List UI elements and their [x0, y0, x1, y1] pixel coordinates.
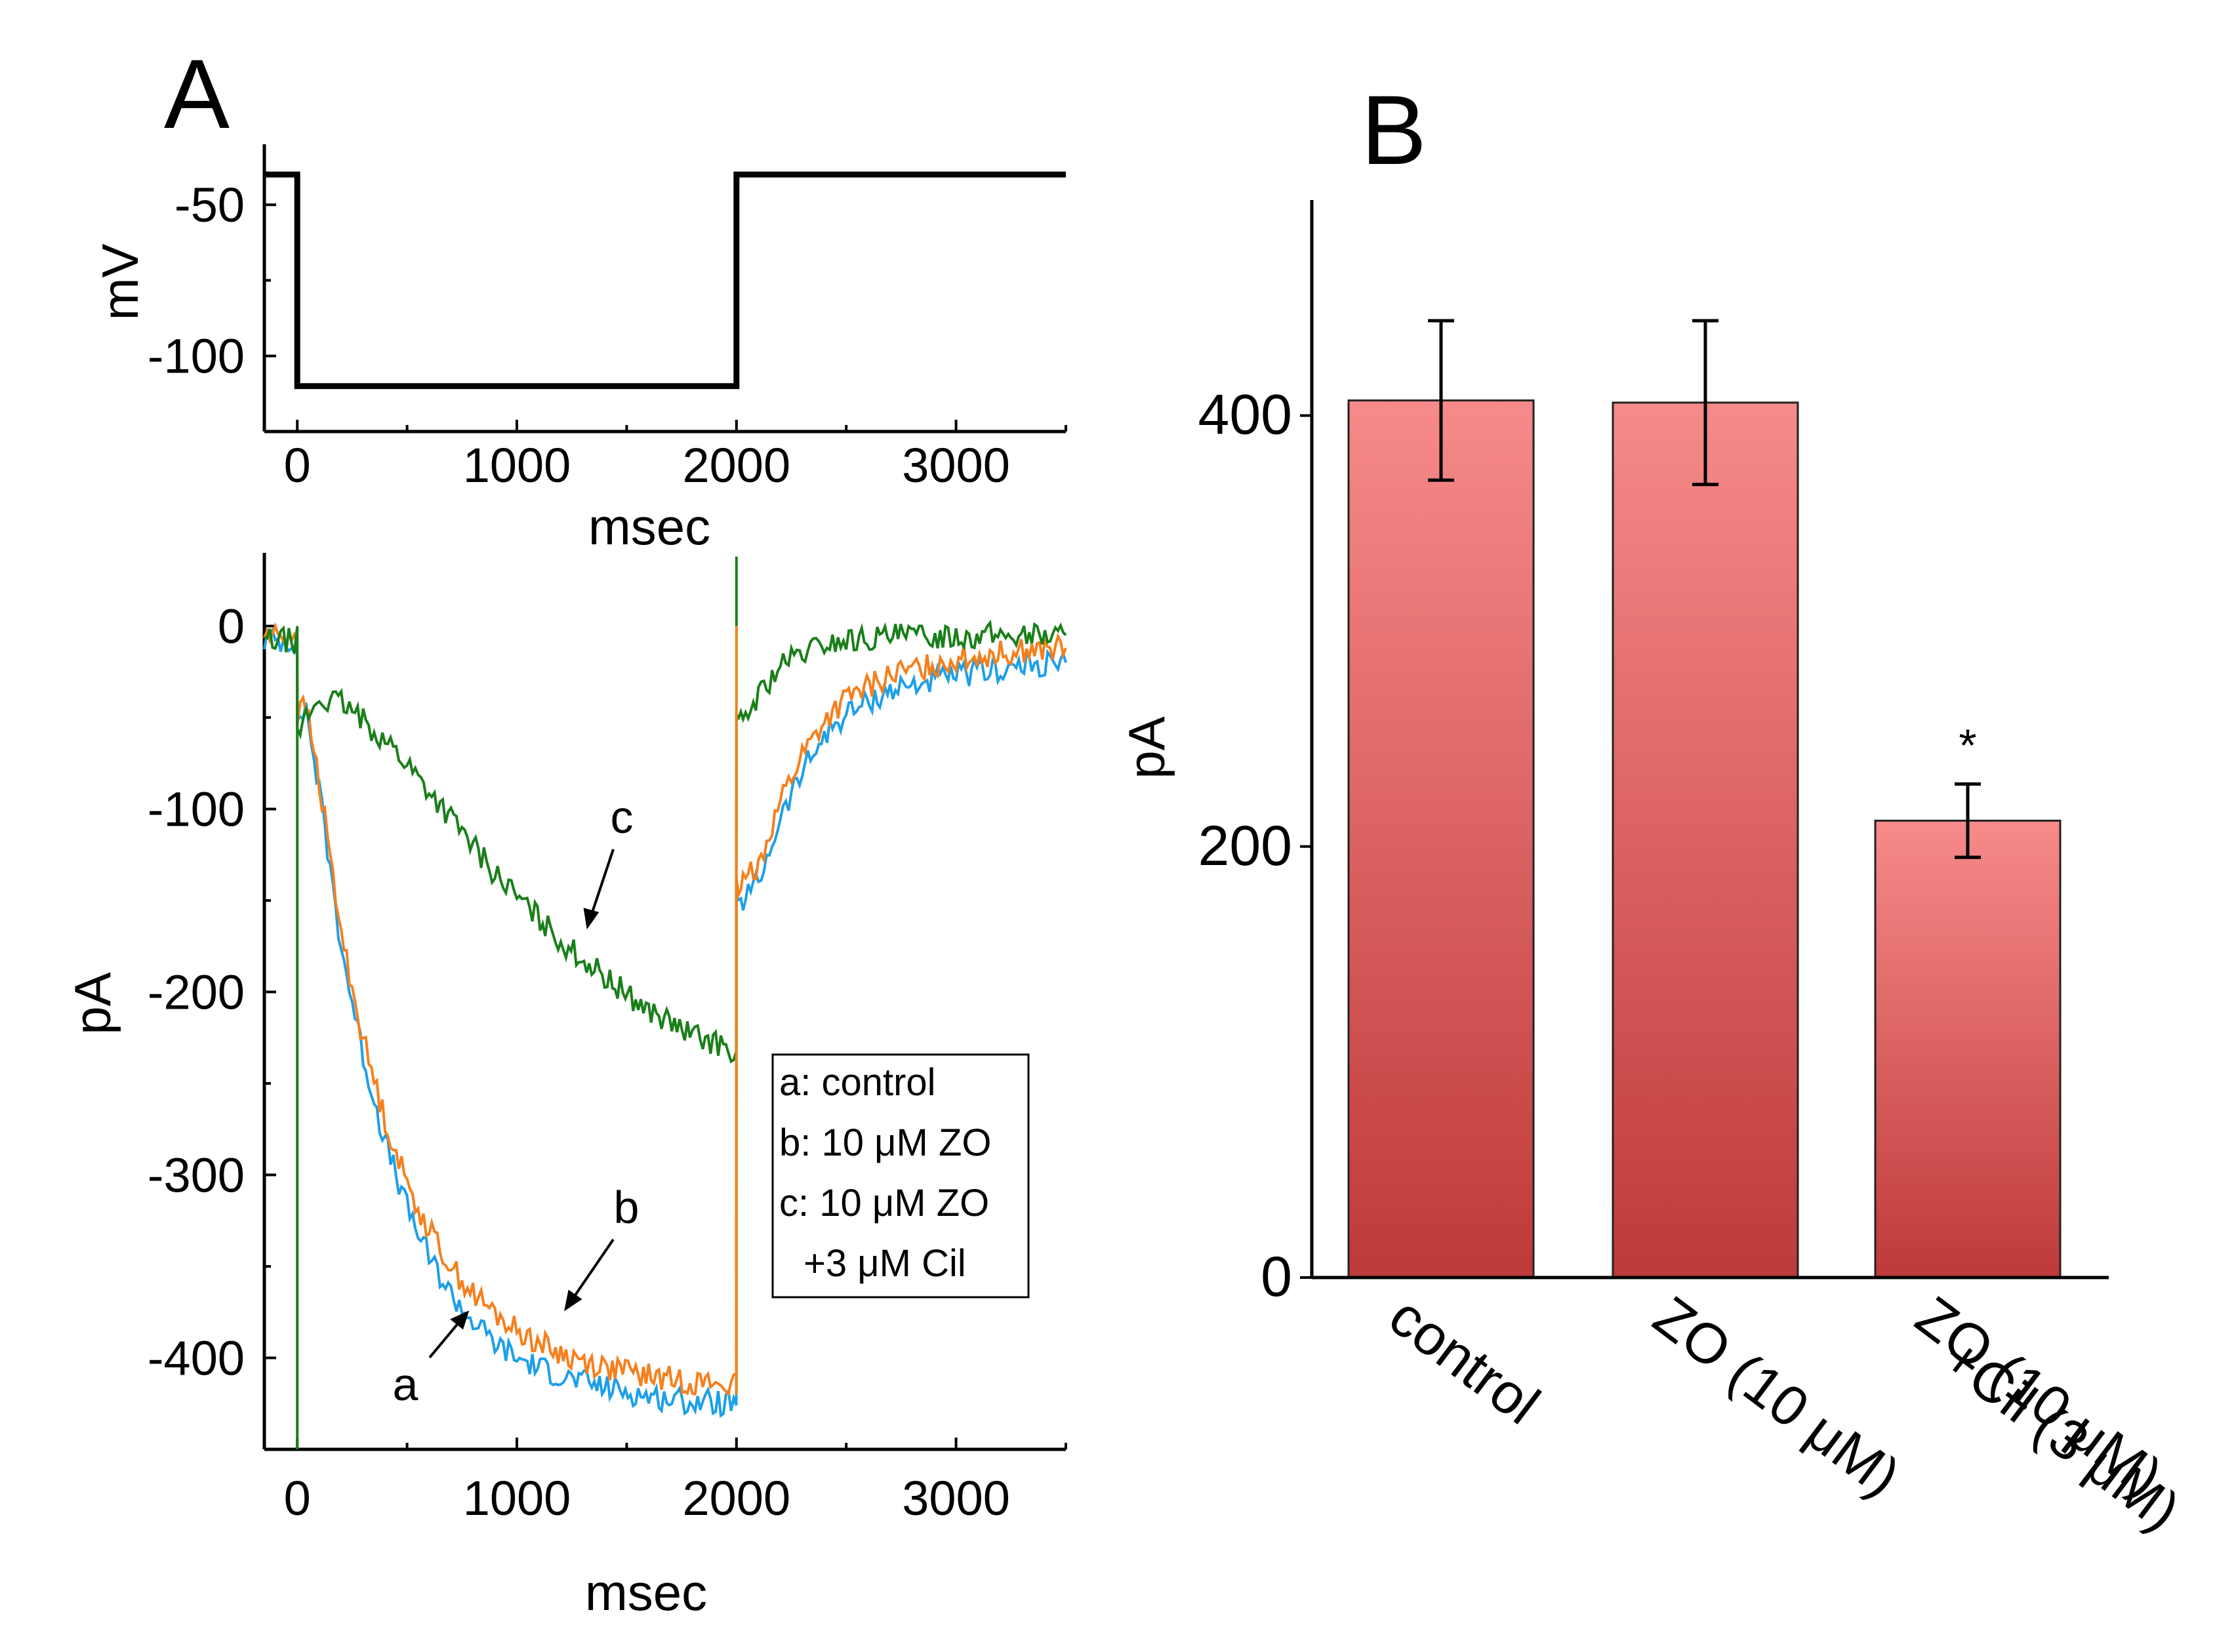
bar-marks: * [1347, 319, 2062, 1279]
bar-y-tick-label: 400 [1198, 384, 1293, 447]
legend-entry-a: a: control [779, 1061, 936, 1104]
panel-a-label: A [164, 39, 230, 149]
error-bar-control [1428, 319, 1454, 482]
bar-control [1347, 399, 1535, 1279]
x-tick-label: 1000 [463, 1471, 571, 1525]
bar-y-tick-label: 200 [1198, 815, 1293, 877]
arrow-c [589, 849, 615, 919]
error-bar-zo-10-m-cil-3-m [1955, 782, 1981, 859]
y-tick-label: -400 [148, 1331, 245, 1386]
voltage-x-axis-label: msec [588, 498, 710, 555]
y-tick-label: -100 [148, 782, 245, 837]
voltage-protocol-chart: 0 1000 2000 3000 -100 -50 msec mV [91, 144, 1067, 555]
y-tick-label: -50 [174, 178, 245, 232]
legend-entry-c: c: 10 μM ZO [779, 1182, 989, 1224]
voltage-axes: 0 1000 2000 3000 -100 -50 [148, 144, 1067, 493]
x-tick-label: 1000 [463, 438, 571, 493]
current-traces-chart: 0 1000 2000 3000 -400 -300 -200 -100 0 msec pA a… [64, 553, 1067, 1621]
bar-zo-10-m [1612, 401, 1799, 1279]
legend-box [771, 1053, 1030, 1299]
legend-entry-b: b: 10 μM ZO [779, 1121, 992, 1164]
series-line-b-10-m-zo [263, 622, 1067, 1397]
arrow-a-head [450, 1310, 470, 1330]
arrow-c-head [583, 908, 599, 930]
current-x-axis-label: msec [585, 1563, 707, 1621]
bar-y-tick-label: 0 [1261, 1245, 1292, 1308]
y-tick-label: -100 [148, 329, 245, 384]
series-line-c-10-m-zo-3-m-cil [264, 619, 1067, 1064]
significance-marker: * [1959, 720, 1976, 771]
y-tick-label: -300 [148, 1148, 245, 1203]
legend: a: control b: 10 μM ZO c: 10 μM ZO +3 μM… [771, 1053, 1030, 1299]
x-tick-label: 0 [284, 1471, 311, 1525]
series-line-command-voltage [264, 171, 1066, 390]
bar-y-axis-label: pA [1118, 716, 1175, 778]
arrow-b-head [564, 1289, 582, 1312]
voltage-marks [264, 171, 1066, 390]
series-line-a-control [263, 626, 1067, 1419]
annotation-c: c [611, 792, 634, 843]
panel-b-label: B [1361, 75, 1427, 185]
x-tick-label: 0 [284, 438, 311, 493]
bar-zo-10-m-cil-3-m [1874, 819, 2062, 1279]
current-y-axis-label: pA [64, 972, 121, 1034]
y-tick-label: -200 [148, 965, 245, 1020]
bar-chart: * control ZO (10 μM)ZO (10 μM)+Cil (3 μM)… [1118, 200, 2191, 1543]
current-axes: 0 1000 2000 3000 -400 -300 -200 -100 0 [148, 553, 1067, 1525]
x-tick-label: 2000 [682, 438, 790, 493]
arrow-b [569, 1238, 615, 1303]
annotation-a: a [393, 1359, 418, 1410]
category-label: ZO (10 μM) [1642, 1285, 1911, 1509]
legend-entry-c-cont: +3 μM Cil [803, 1242, 966, 1285]
annotation-b: b [614, 1182, 640, 1233]
category-label: +Cil (3 μM) [1931, 1325, 2191, 1543]
x-tick-label: 3000 [902, 438, 1010, 493]
current-marks [263, 556, 1067, 1449]
x-tick-label: 2000 [682, 1471, 790, 1525]
annotation-arrows [428, 849, 615, 1359]
y-tick-label: 0 [218, 599, 245, 654]
error-bar-zo-10-m [1692, 319, 1718, 487]
category-label: control [1378, 1285, 1551, 1437]
x-tick-label: 3000 [902, 1471, 1010, 1525]
arrow-a [428, 1317, 464, 1359]
voltage-y-axis-label: mV [91, 244, 149, 321]
